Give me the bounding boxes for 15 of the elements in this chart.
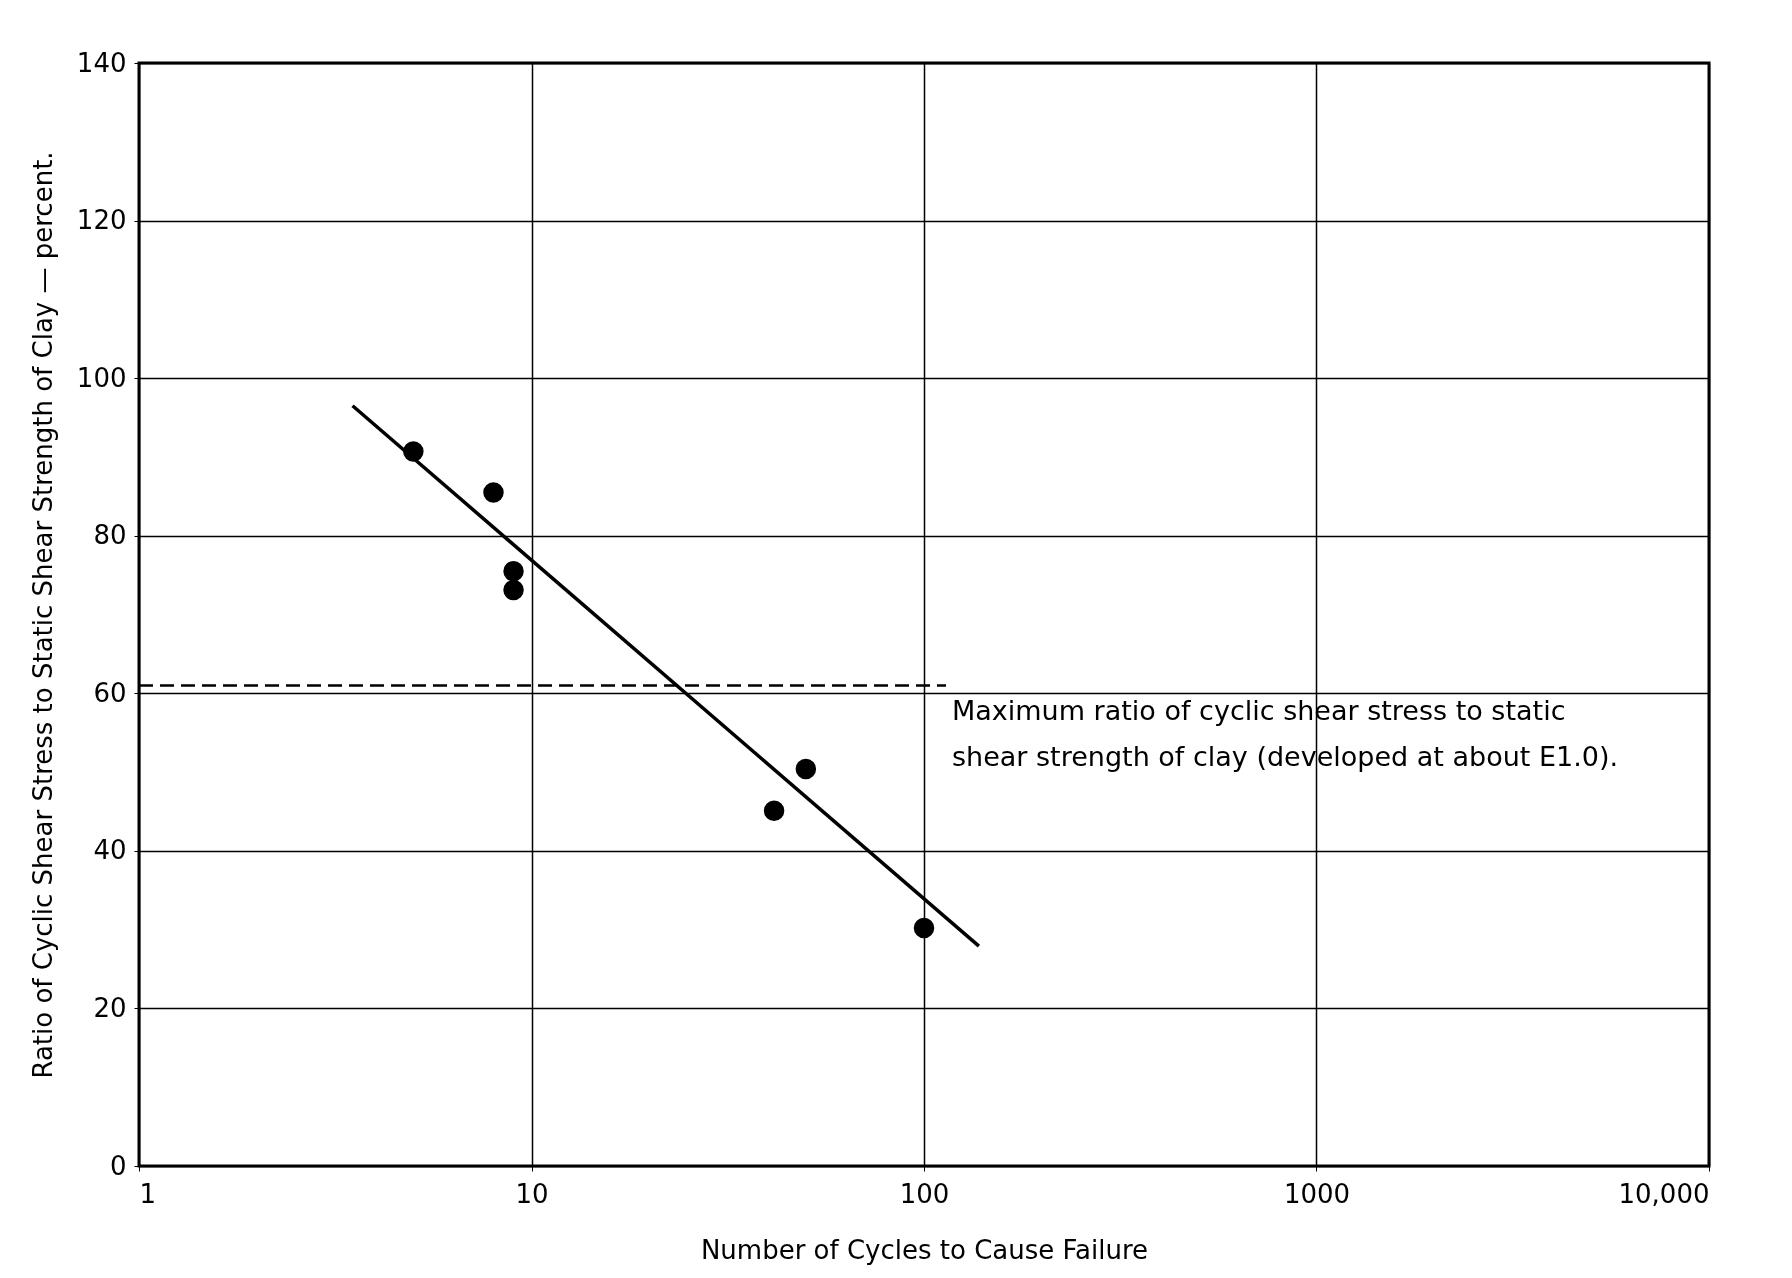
x-tick-label: 100 <box>899 1178 950 1209</box>
x-tick-label: 1 <box>139 1178 157 1209</box>
y-tick-label: 100 <box>76 362 127 393</box>
y-tick-label: 40 <box>93 835 127 866</box>
y-tick-label: 120 <box>76 205 127 236</box>
y-tick-label: 60 <box>93 677 127 708</box>
y-tick-label: 20 <box>93 992 127 1023</box>
x-axis-title: Number of Cycles to Cause Failure <box>700 1234 1149 1265</box>
y-axis-title: Ratio of Cyclic Shear Stress to Static Shear Strength of Clay — percent. <box>27 151 58 1079</box>
x-tick-label: 10,000 <box>1618 1178 1710 1209</box>
y-tick-label: 140 <box>76 47 127 78</box>
y-tick-label: 0 <box>109 1150 127 1181</box>
x-tick-label: 10 <box>515 1178 549 1209</box>
x-tick-label: 1000 <box>1283 1178 1351 1209</box>
y-tick-label: 80 <box>93 520 127 551</box>
